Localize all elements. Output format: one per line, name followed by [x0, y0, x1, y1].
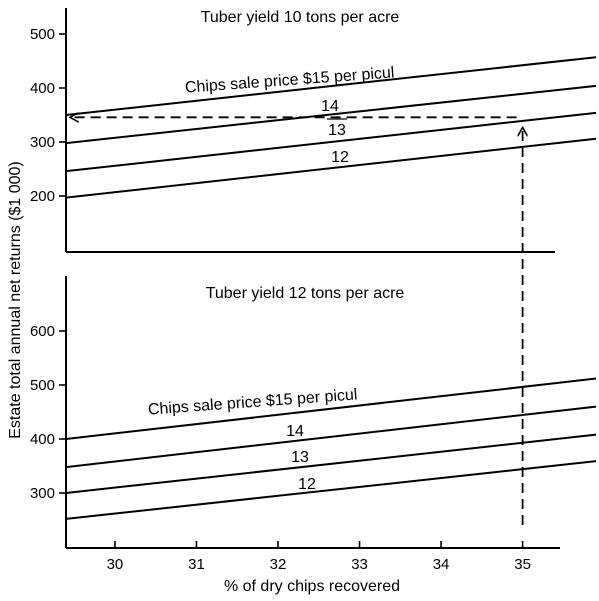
annotations	[70, 117, 523, 525]
series-line	[65, 460, 597, 520]
x-tick-label: 32	[270, 556, 287, 573]
panel-title: Tuber yield 10 tons per acre	[201, 9, 400, 26]
series-label: Chips sale price $15 per picul	[184, 64, 395, 96]
y-tick-label: 400	[30, 431, 55, 448]
top-panel: 200 300 400 500 Tuber yield 10 tons per acre…	[30, 8, 597, 253]
x-tick-label: 35	[514, 556, 531, 573]
series-line	[65, 137, 597, 199]
y-tick-label: 300	[30, 134, 55, 151]
bottom-panel: 300 400 500 600 30 31 32 33 34 35 Tuber yield 12 t…	[30, 276, 597, 573]
series-label: 13	[328, 122, 346, 139]
y-tick-label: 500	[30, 26, 55, 43]
panel-title: Tuber yield 12 tons per acre	[206, 285, 405, 302]
series-line	[65, 84, 597, 145]
series-line	[65, 405, 597, 469]
series-label: 14	[286, 423, 304, 440]
x-axis-title: % of dry chips recovered	[224, 578, 400, 595]
series-line	[65, 433, 597, 494]
y-tick-label: 500	[30, 377, 55, 394]
series-label: 12	[331, 149, 349, 166]
series-line	[65, 111, 597, 173]
y-tick-label: 400	[30, 80, 55, 97]
y-axis-title: Estate total annual net returns ($1 000)	[7, 161, 24, 439]
x-tick-label: 34	[433, 556, 450, 573]
x-tick-label: 30	[107, 556, 124, 573]
y-tick-label: 200	[30, 188, 55, 205]
series-label: 14	[321, 98, 339, 115]
y-tick-label: 300	[30, 485, 55, 502]
x-tick-label: 31	[188, 556, 205, 573]
series-label: Chips sale price $15 per picul	[147, 386, 358, 418]
series-label: 13	[291, 449, 309, 466]
series-line	[65, 377, 597, 440]
series-label: 12	[298, 476, 316, 493]
series-line	[65, 56, 597, 116]
x-tick-label: 33	[351, 556, 368, 573]
y-tick-label: 600	[30, 323, 55, 340]
